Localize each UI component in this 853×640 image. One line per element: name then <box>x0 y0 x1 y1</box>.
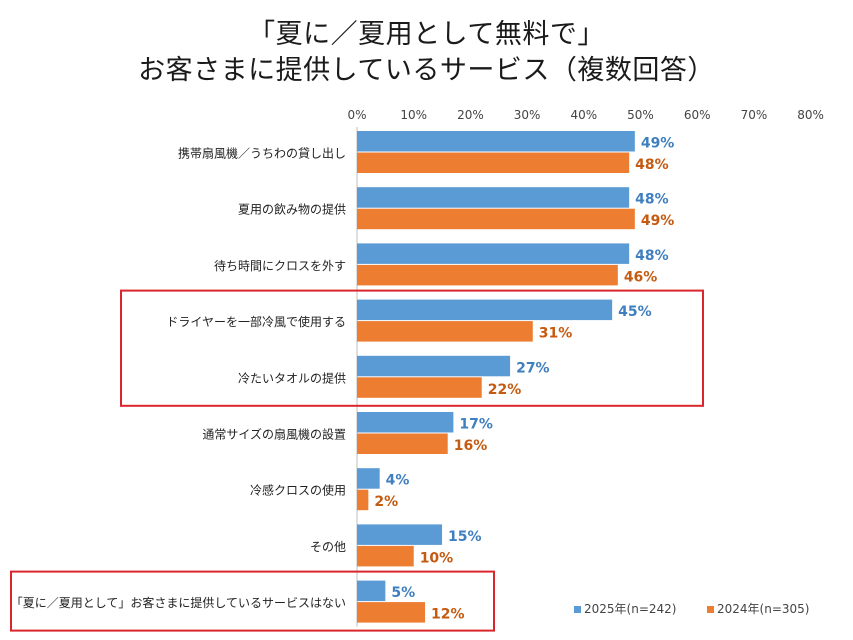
value-label: 48% <box>635 192 669 208</box>
x-tick-label: 80% <box>797 108 824 122</box>
value-label: 31% <box>539 326 573 342</box>
legend-label: 2025年(n=242) <box>584 602 676 616</box>
bar-2025 <box>357 131 635 152</box>
bar-2025 <box>357 243 630 264</box>
category-label: その他 <box>310 540 346 554</box>
bar-2025 <box>357 355 511 377</box>
value-label: 5% <box>391 585 415 601</box>
bar-2025 <box>357 580 386 602</box>
x-tick-label: 40% <box>570 108 597 122</box>
highlight-box <box>120 289 704 407</box>
category-label: 「夏に／夏用として」お客さまに提供しているサービスはない <box>11 595 346 610</box>
bar-2024 <box>357 602 426 623</box>
chart-title-line2: お客さまに提供しているサービス（複数回答） <box>138 55 715 86</box>
value-label: 48% <box>635 248 669 264</box>
value-label: 27% <box>516 360 550 376</box>
bar-2025 <box>357 299 613 321</box>
legend-swatch <box>574 606 581 613</box>
x-tick-label: 30% <box>514 108 541 122</box>
value-label: 49% <box>641 136 675 152</box>
value-label: 22% <box>488 382 522 398</box>
legend-label: 2024年(n=305) <box>717 602 809 616</box>
x-tick-label: 60% <box>684 108 711 122</box>
bar-2024 <box>357 545 414 567</box>
bar-2024 <box>357 208 635 230</box>
category-label: 冷感クロスの使用 <box>250 483 346 498</box>
value-label: 45% <box>618 304 652 320</box>
highlight-box <box>10 570 495 632</box>
value-label: 10% <box>420 550 454 566</box>
value-label: 17% <box>459 417 493 433</box>
value-label: 12% <box>431 607 465 623</box>
bar-2025 <box>357 524 443 545</box>
bar-2024 <box>357 152 630 173</box>
category-label: 夏用の飲み物の提供 <box>238 202 346 217</box>
category-label: 待ち時間にクロスを外す <box>214 259 346 273</box>
value-label: 2% <box>374 494 398 510</box>
value-label: 4% <box>386 473 410 489</box>
bar-2025 <box>357 412 454 433</box>
value-label: 48% <box>635 157 669 173</box>
bar-2025 <box>357 187 630 208</box>
category-label: 冷たいタオルの提供 <box>238 370 346 385</box>
bar-2024 <box>357 321 533 342</box>
x-tick-label: 10% <box>400 108 427 122</box>
category-label: 通常サイズの扇風機の設置 <box>202 427 346 442</box>
value-label: 16% <box>454 438 488 454</box>
legend-swatch <box>707 606 714 613</box>
x-tick-label: 0% <box>347 108 366 122</box>
bar-2024 <box>357 264 618 286</box>
x-tick-label: 70% <box>741 108 768 122</box>
x-tick-label: 20% <box>457 108 484 122</box>
x-tick-label: 50% <box>627 108 654 122</box>
bar-2025 <box>357 468 380 489</box>
bar-2024 <box>357 377 482 398</box>
value-label: 15% <box>448 529 482 545</box>
category-label: 携帯扇風機／うちわの貸し出し <box>178 146 346 161</box>
category-label: ドライヤーを一部冷風で使用する <box>166 314 346 329</box>
chart-title-line1: 「夏に／夏用として無料で」 <box>248 19 605 50</box>
bar-2024 <box>357 433 448 454</box>
bar-2024 <box>357 489 369 511</box>
value-label: 49% <box>641 213 675 229</box>
value-label: 46% <box>624 269 658 285</box>
